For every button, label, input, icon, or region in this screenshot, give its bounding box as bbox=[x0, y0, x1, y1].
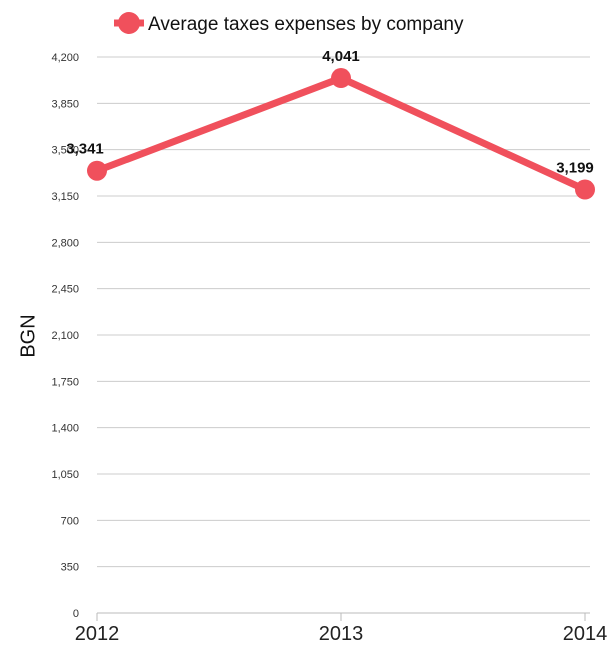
data-label: 4,041 bbox=[322, 48, 360, 65]
grid-lines bbox=[97, 56, 590, 568]
y-tick-label: 3,850 bbox=[51, 98, 79, 110]
y-tick-label: 1,750 bbox=[51, 376, 79, 388]
x-tick-label: 2014 bbox=[563, 623, 608, 645]
y-tick-label: 1,050 bbox=[51, 469, 79, 481]
legend: Average taxes expenses by company bbox=[114, 12, 464, 35]
data-point bbox=[331, 68, 351, 89]
y-tick-label: 0 bbox=[73, 608, 79, 620]
y-tick-label: 350 bbox=[61, 562, 79, 574]
y-tick-label: 4,200 bbox=[51, 52, 79, 64]
y-tick-label: 3,500 bbox=[51, 145, 79, 157]
y-tick-label: 3,150 bbox=[51, 191, 79, 203]
y-tick-label: 2,100 bbox=[51, 330, 79, 342]
y-axis-title: BGN bbox=[17, 314, 39, 357]
data-label: 3,199 bbox=[556, 160, 594, 177]
y-tick-label: 1,400 bbox=[51, 423, 79, 435]
x-tick-label: 2012 bbox=[75, 623, 120, 645]
series-group: 3,341 4,041 3,199 bbox=[66, 48, 595, 200]
legend-label: Average taxes expenses by company bbox=[148, 14, 464, 35]
series-line bbox=[93, 74, 589, 194]
x-axis-ticks: 2012 2013 2014 bbox=[75, 613, 608, 645]
y-tick-label: 2,800 bbox=[51, 237, 79, 249]
y-tick-label: 700 bbox=[61, 515, 79, 527]
data-point bbox=[87, 160, 107, 181]
y-tick-label: 2,450 bbox=[51, 284, 79, 296]
legend-dot-marker bbox=[118, 12, 140, 34]
x-tick-label: 2013 bbox=[319, 623, 364, 645]
data-label: 3,341 bbox=[66, 141, 104, 158]
data-point bbox=[575, 179, 595, 200]
y-axis-ticks: 0 350 700 1,050 1,400 1,750 2,100 2,450 2,800 3,1… bbox=[51, 52, 79, 620]
